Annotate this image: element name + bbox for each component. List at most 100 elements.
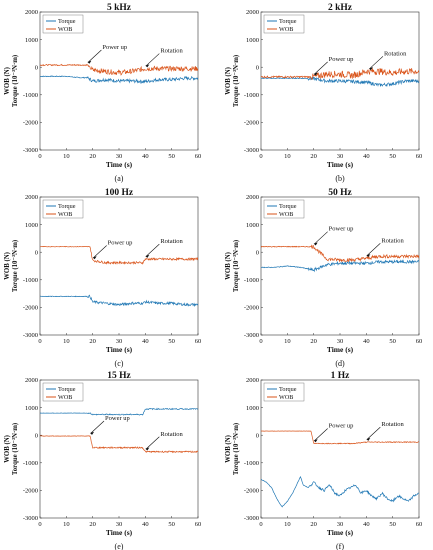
x-tick-label: 40 (142, 153, 149, 160)
legend-label-wob: WOB (58, 26, 72, 33)
x-tick-label: 60 (195, 521, 202, 528)
panel-e: 15 Hz 0 10 20 30 40 50 60 -3000 -2000 -1000 0 1000 20… (4, 371, 201, 550)
annotation-power-up: Power up (329, 226, 354, 233)
annotation-arrow (88, 49, 102, 63)
panel-caption: (d) (335, 359, 345, 368)
annotation-arrowhead (366, 254, 371, 258)
panel-caption: (e) (115, 542, 124, 550)
panel-a: 5 kHz 0 10 20 30 40 50 60 -3000 -2000 -1000 0 1000 20… (4, 3, 201, 183)
annotation-rotation: Rotation (160, 48, 183, 55)
panel-caption: (a) (115, 174, 124, 183)
annotation-rotation: Rotation (160, 431, 183, 438)
legend-label-torque: Torque (58, 203, 76, 210)
y-axis-label-torque: Torque (10⁻³N·m) (12, 55, 19, 107)
y-tick-label: -2000 (244, 305, 259, 312)
annotation-arrow (314, 428, 328, 441)
y-tick-label: 1000 (246, 222, 259, 229)
annotation-arrow (367, 243, 381, 256)
annotation-arrowhead (366, 437, 371, 441)
y-tick-label: 2000 (246, 9, 259, 16)
annotation-power-up: Power up (329, 56, 354, 63)
y-tick-label: -3000 (244, 332, 259, 339)
series-line-torque (40, 407, 198, 416)
x-tick-label: 20 (310, 338, 317, 345)
series-line-torque (40, 294, 198, 308)
y-tick-label: 0 (256, 249, 259, 256)
annotation-arrow (90, 420, 105, 434)
y-axis-label-wob: WOB (N) (225, 252, 232, 280)
annotation-arrowhead (145, 64, 150, 68)
annotation-arrow (146, 436, 160, 449)
x-tick-label: 10 (284, 521, 291, 528)
annotation-arrow (369, 56, 384, 69)
x-tick-label: 50 (168, 153, 175, 160)
annotation-arrowhead (90, 431, 95, 435)
annotation-power-up: Power up (105, 415, 130, 422)
x-tick-label: 40 (142, 521, 149, 528)
annotation-power-up: Power up (108, 239, 133, 246)
x-tick-label: 0 (38, 338, 41, 345)
y-tick-label: 0 (35, 249, 38, 256)
annotation-arrowhead (145, 254, 150, 258)
y-axis-label-torque: Torque (10⁻³N·m) (233, 55, 240, 107)
y-tick-label: -1000 (23, 460, 38, 467)
y-tick-label: 1000 (25, 37, 38, 44)
y-tick-label: 0 (35, 432, 38, 439)
annotation-arrow (93, 245, 107, 258)
legend-label-torque: Torque (279, 386, 297, 393)
x-tick-label: 40 (363, 153, 370, 160)
plot-area (39, 379, 199, 519)
y-tick-label: 0 (256, 64, 259, 71)
y-tick-label: -2000 (244, 120, 259, 127)
y-tick-label: -1000 (244, 92, 259, 99)
y-tick-label: 1000 (25, 222, 38, 229)
y-tick-label: -3000 (23, 147, 38, 154)
x-tick-label: 20 (310, 153, 317, 160)
x-axis-label: Time (s) (106, 345, 133, 354)
y-tick-label: -1000 (244, 277, 259, 284)
y-tick-label: -1000 (23, 92, 38, 99)
y-tick-label: -2000 (23, 120, 38, 127)
annotation-arrow (314, 61, 328, 75)
panel-title: 15 Hz (107, 371, 131, 381)
y-axis-label-wob: WOB (N) (4, 67, 11, 95)
x-axis-label: Time (s) (327, 160, 354, 169)
x-tick-label: 10 (63, 521, 70, 528)
y-tick-label: 2000 (246, 377, 259, 384)
annotation-arrowhead (145, 447, 150, 451)
legend-label-torque: Torque (279, 203, 297, 210)
panel-caption: (b) (335, 174, 345, 183)
x-tick-label: 20 (310, 521, 317, 528)
x-tick-label: 40 (363, 338, 370, 345)
annotation-rotation: Rotation (381, 421, 404, 428)
panel-caption: (f) (336, 542, 344, 550)
annotation-arrowhead (92, 256, 97, 260)
legend-label-torque: Torque (58, 386, 76, 393)
x-tick-label: 50 (389, 153, 396, 160)
x-axis-label: Time (s) (106, 160, 133, 169)
y-tick-label: -1000 (23, 277, 38, 284)
y-axis-label-wob: WOB (N) (225, 67, 232, 95)
y-axis-label-wob: WOB (N) (4, 252, 11, 280)
panel-f: 1 Hz 0 10 20 30 40 50 60 -3000 -2000 -1000 0 1000 200… (225, 371, 422, 550)
x-tick-label: 30 (116, 338, 123, 345)
panel-title: 50 Hz (328, 188, 352, 198)
x-tick-label: 30 (116, 153, 123, 160)
x-axis-label: Time (s) (327, 528, 354, 537)
annotation-arrow (146, 243, 160, 257)
x-tick-label: 0 (259, 521, 262, 528)
annotation-arrow (367, 426, 381, 440)
legend-label-wob: WOB (279, 26, 293, 33)
y-axis-label-torque: Torque (10⁻³N·m) (12, 423, 19, 475)
y-tick-label: 1000 (246, 405, 259, 412)
y-tick-label: 0 (256, 432, 259, 439)
x-tick-label: 20 (89, 338, 96, 345)
y-tick-label: -2000 (244, 488, 259, 495)
annotation-rotation: Rotation (381, 237, 404, 244)
panel-d: 50 Hz 0 10 20 30 40 50 60 -3000 -2000 -1000 0 1000 20… (225, 188, 422, 368)
x-tick-label: 50 (168, 338, 175, 345)
